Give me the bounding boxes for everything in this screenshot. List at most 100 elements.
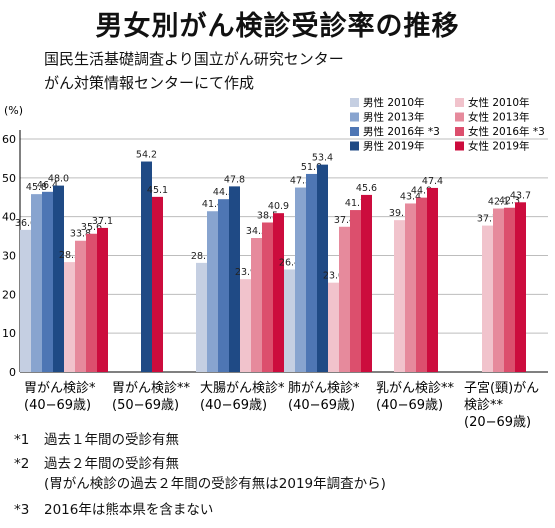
data-label: 44.5 <box>213 187 234 198</box>
bar <box>394 220 405 372</box>
bar <box>97 227 108 372</box>
bar <box>317 164 328 372</box>
category-label: 肺がん検診* <box>288 380 360 396</box>
data-label: 38.5 <box>257 210 278 221</box>
y-tick-label: 60 <box>2 133 16 146</box>
category-label: (40−69歳) <box>200 398 267 413</box>
bar <box>306 173 317 372</box>
chart-title: 男女別がん検診受診率の推移 <box>95 11 460 42</box>
data-label: 23.0 <box>323 271 344 282</box>
y-tick-label: 50 <box>2 172 16 185</box>
data-label: 54.2 <box>136 150 157 161</box>
category-label: 胃がん検診** <box>112 380 191 396</box>
data-label: 36.6 <box>15 218 36 229</box>
data-label: 45.1 <box>147 185 168 196</box>
footnote-2-mark: *2 <box>14 456 30 472</box>
bar <box>196 262 207 372</box>
bar <box>416 197 427 372</box>
bar <box>75 240 86 372</box>
bar <box>53 185 64 372</box>
category-label: 大腸がん検診* <box>200 380 285 396</box>
bar <box>64 262 75 372</box>
bar <box>295 187 306 372</box>
legend-swatch <box>455 112 464 122</box>
bar <box>141 161 152 372</box>
legend-swatch <box>455 98 464 107</box>
bar <box>427 187 438 372</box>
category-label: (40−69歳) <box>24 398 91 413</box>
legend-label: 女性 2016年 *3 <box>468 125 545 138</box>
bar <box>20 229 31 372</box>
data-label: 43.4 <box>400 191 421 202</box>
data-label: 45.6 <box>356 183 377 194</box>
legend-label: 男性 2013年 <box>363 111 425 124</box>
legend-swatch <box>350 141 359 151</box>
y-tick-label: 30 <box>2 250 16 263</box>
y-axis-unit: (%) <box>4 104 23 117</box>
data-label: 45.8 <box>26 182 47 193</box>
bar <box>284 269 295 372</box>
footnote-1: *1 過去１年間の受診有無 <box>14 432 179 449</box>
data-label: 28.3 <box>59 250 80 261</box>
data-label: 48.0 <box>48 174 69 185</box>
bar <box>273 213 284 372</box>
footnote-2: *2 過去２年間の受診有無 <box>14 456 179 473</box>
legend-label: 女性 2019年 <box>468 140 530 153</box>
y-tick-label: 10 <box>2 327 16 340</box>
bar <box>493 208 504 372</box>
bar <box>262 222 273 372</box>
category-label: 検診** <box>464 397 504 413</box>
footnote-3: *3 2016年は熊本県を含まない <box>14 502 213 519</box>
data-label: 26.4 <box>279 257 300 268</box>
bar <box>251 238 262 372</box>
data-label: 42.1 <box>488 197 509 208</box>
y-tick-label: 0 <box>9 366 16 379</box>
bar <box>339 226 350 372</box>
category-label: (20−69歳) <box>464 415 531 430</box>
data-label: 47.5 <box>290 176 311 187</box>
footnote-2-text: 過去２年間の受診有無 <box>44 456 179 472</box>
footnote-2-detail: (胃がん検診の過去２年間の受診有無は2019年調査から) <box>44 476 386 492</box>
data-label: 23.9 <box>235 267 256 278</box>
bar <box>515 202 526 372</box>
data-label: 44.9 <box>411 186 432 197</box>
source-line-1: 国民生活基礎調査より国立がん研究センター <box>44 50 344 68</box>
category-label: (50−69歳) <box>112 398 179 413</box>
legend-swatch <box>350 98 359 107</box>
bar <box>42 191 53 372</box>
bar <box>405 203 416 372</box>
data-label: 37.7 <box>477 214 498 225</box>
data-label: 41.4 <box>202 199 223 210</box>
bar <box>361 194 372 372</box>
y-tick-label: 40 <box>2 211 16 224</box>
data-label: 43.7 <box>510 190 531 201</box>
bar <box>152 196 163 372</box>
legend-label: 男性 2019年 <box>363 140 425 153</box>
legend-swatch <box>455 127 464 136</box>
footnote-3-mark: *3 <box>14 502 30 518</box>
bar <box>504 207 515 372</box>
bar <box>350 210 361 372</box>
data-label: 39.1 <box>389 208 410 219</box>
category-label: 胃がん検診* <box>24 380 96 396</box>
data-label: 40.9 <box>268 201 289 212</box>
data-label: 51.0 <box>301 162 322 173</box>
legend-label: 男性 2016年 *3 <box>363 125 440 138</box>
data-label: 47.4 <box>422 176 443 187</box>
bar <box>31 194 42 372</box>
bar <box>240 279 251 372</box>
category-label: 乳がん検診** <box>376 380 455 396</box>
source-line-2: がん対策情報センターにて作成 <box>44 74 255 92</box>
footnote-1-text: 過去１年間の受診有無 <box>44 432 179 448</box>
category-label: (40−69歳) <box>288 398 355 413</box>
data-label: 35.6 <box>81 222 102 233</box>
bar <box>86 233 97 372</box>
data-label: 34.5 <box>246 226 267 237</box>
legend-swatch <box>350 127 359 136</box>
legend-label: 男性 2010年 <box>363 96 425 109</box>
footnote-1-mark: *1 <box>14 432 30 448</box>
bar <box>229 186 240 372</box>
legend-label: 女性 2010年 <box>468 96 530 109</box>
bar <box>482 225 493 372</box>
